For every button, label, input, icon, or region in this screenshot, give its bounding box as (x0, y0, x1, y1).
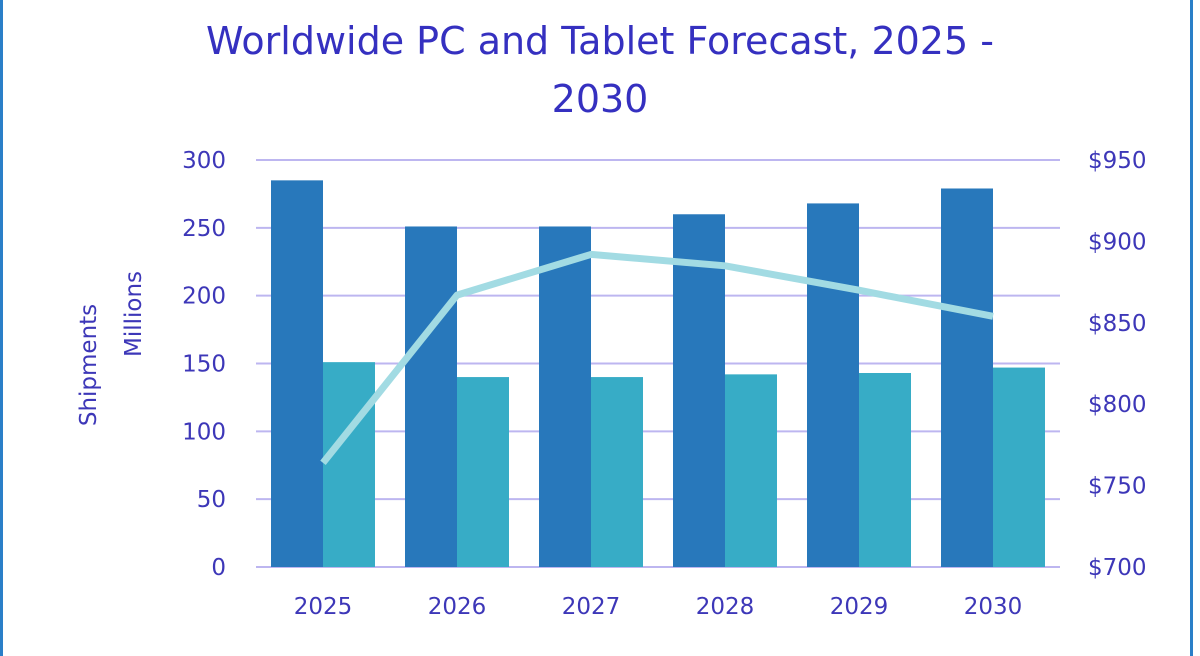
x-tick-label: 2026 (428, 594, 487, 620)
bar-series1-2028 (725, 374, 777, 567)
bar-series0-2029 (807, 203, 859, 567)
y2-tick-label: $850 (1088, 311, 1147, 337)
y-tick-label: 150 (182, 352, 226, 378)
bar-series0-2026 (405, 226, 457, 567)
bar-series1-2029 (859, 373, 911, 567)
y-tick-label: 100 (182, 419, 226, 445)
bar-series1-2027 (591, 377, 643, 567)
y-tick-label: 50 (197, 487, 226, 513)
x-tick-label: 2027 (562, 594, 621, 620)
y2-tick-label: $900 (1088, 229, 1147, 255)
x-tick-label: 2025 (294, 594, 353, 620)
y2-tick-label: $750 (1088, 474, 1147, 500)
bar-series0-2030 (941, 188, 993, 567)
y-tick-label: 200 (182, 284, 226, 310)
bar-series0-2025 (271, 180, 323, 567)
y-tick-label: 300 (182, 148, 226, 174)
chart-plot: 0 50 100 150 200 250 300 $700 $750 $800 $850 $900 $9… (0, 0, 1200, 640)
bar-series1-2026 (457, 377, 509, 567)
x-tick-label: 2030 (964, 594, 1023, 620)
y-tick-label: 0 (211, 555, 226, 581)
y-axis-label-line2: Millions (121, 271, 147, 357)
x-tick-label: 2029 (830, 594, 889, 620)
y2-tick-label: $800 (1088, 392, 1147, 418)
y2-tick-label: $700 (1088, 555, 1147, 581)
y-axis-label-line1: Shipments (76, 304, 102, 426)
y-tick-label: 250 (182, 216, 226, 242)
y2-tick-label: $950 (1088, 148, 1147, 174)
x-tick-label: 2028 (696, 594, 755, 620)
bar-series1-2030 (993, 368, 1045, 567)
bar-series1-2025 (323, 362, 375, 567)
bar-series0-2027 (539, 226, 591, 567)
